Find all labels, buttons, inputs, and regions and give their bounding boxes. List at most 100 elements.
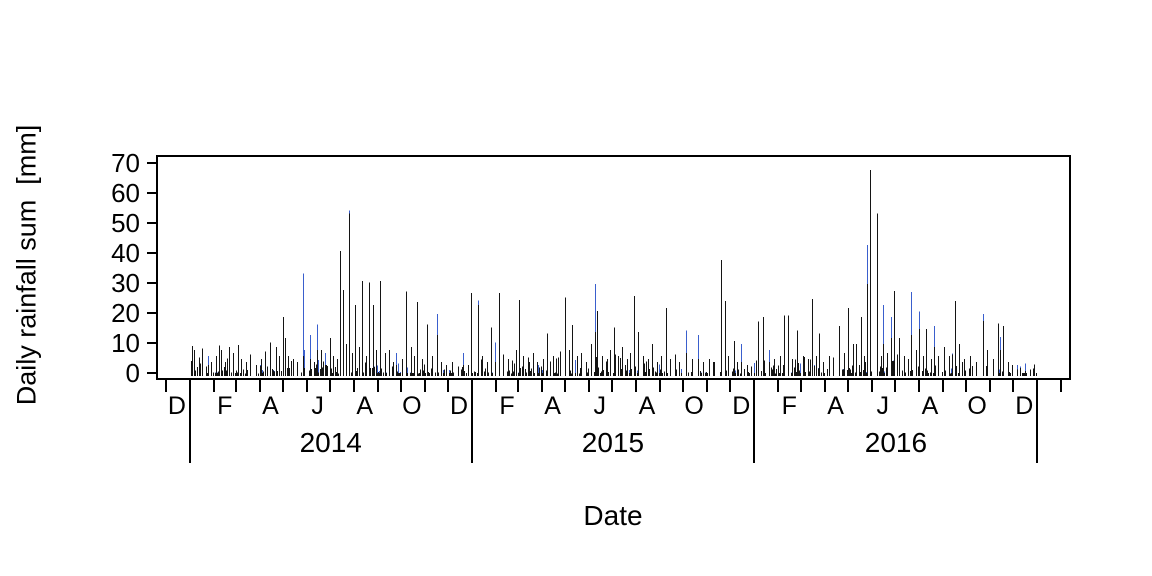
rain-bar-black	[758, 321, 759, 376]
rain-bar-black	[659, 372, 660, 376]
rain-bar-black	[250, 354, 251, 376]
y-axis-title: Daily rainfall sum [mm]	[11, 124, 42, 406]
rain-bar-black	[999, 372, 1000, 376]
rain-bar-black	[539, 367, 540, 376]
rain-bar-black	[362, 281, 363, 376]
rain-bar-black	[238, 344, 239, 376]
rain-bar-black	[643, 356, 644, 376]
rain-bar-black	[688, 372, 689, 376]
rain-bar-black	[522, 366, 523, 376]
rain-bar-black	[780, 356, 781, 376]
rain-bar-black	[355, 305, 356, 376]
rain-bar-black	[660, 369, 661, 376]
rain-bar-black	[414, 356, 415, 376]
rain-bar-black	[606, 361, 607, 376]
rain-bar-black	[765, 372, 766, 376]
rain-bar-blue	[698, 335, 699, 376]
rain-bar-black	[950, 373, 951, 376]
rain-bar-black	[701, 372, 702, 376]
rain-bar-black	[587, 372, 588, 376]
rain-bar-blue	[800, 363, 801, 376]
rain-bar-black	[839, 326, 840, 376]
rain-bar-black	[850, 369, 851, 376]
rain-bar-black	[670, 359, 671, 376]
rain-bar-black	[531, 368, 532, 376]
rain-bar-black	[818, 368, 819, 376]
rain-bar-black	[519, 300, 520, 376]
rain-bar-black	[352, 353, 353, 376]
rain-bar-black	[970, 356, 971, 376]
rain-bar-black	[792, 359, 793, 376]
rain-bar-black	[964, 359, 965, 376]
rain-bar-black	[744, 368, 745, 376]
rain-bar-black	[449, 372, 450, 376]
rain-bar-black	[451, 373, 452, 376]
rain-bar-black	[580, 368, 581, 376]
rain-bar-black	[776, 369, 777, 376]
rain-bar-black	[944, 347, 945, 376]
rain-bar-black	[804, 357, 805, 376]
rain-bar-black	[321, 350, 322, 376]
rain-bar-blue	[659, 364, 660, 376]
rain-bar-black	[652, 344, 653, 376]
rain-bar-black	[771, 367, 772, 376]
rain-bar-black	[320, 369, 321, 376]
rain-bar-black	[402, 359, 403, 376]
y-tick-label: 10	[111, 328, 140, 358]
rain-bar-black	[245, 373, 246, 376]
rain-bar-black	[511, 373, 512, 376]
rain-bar-black	[904, 356, 905, 376]
rain-bar-black	[450, 370, 451, 376]
rain-bar-black	[233, 353, 234, 376]
rain-bar-black	[778, 365, 779, 376]
rain-bar-black	[610, 350, 611, 376]
rain-bar-black	[797, 330, 798, 376]
rain-bar-black	[427, 324, 428, 376]
rain-bar-black	[962, 362, 963, 376]
rain-bar-black	[243, 373, 244, 376]
rain-bar-black	[951, 372, 952, 376]
rain-bar-black	[625, 365, 626, 376]
rain-bar-blue	[911, 292, 912, 376]
rain-bar-black	[428, 372, 429, 376]
rain-bar-black	[580, 373, 581, 376]
rain-bar-black	[930, 372, 931, 376]
rain-bar-black	[842, 369, 843, 376]
rain-bar-black	[833, 357, 834, 376]
rain-bar-black	[614, 327, 615, 376]
rain-bar-black	[297, 362, 298, 376]
rain-bar-black	[769, 362, 770, 376]
month-label: F	[782, 392, 797, 420]
rain-bar-black	[922, 371, 923, 376]
rain-bar-black	[667, 373, 668, 376]
rain-bar-blue	[304, 350, 305, 376]
rain-bar-black	[735, 372, 736, 376]
rain-bar-black	[783, 365, 784, 376]
rain-bar-black	[317, 350, 318, 376]
rain-bar-blue	[407, 367, 408, 376]
rain-bar-black	[420, 369, 421, 376]
rain-bar-black	[1030, 372, 1031, 376]
rain-bar-black	[291, 372, 292, 376]
rain-bar-black	[503, 354, 504, 376]
rain-bar-black	[945, 371, 946, 376]
rain-bar-black	[629, 372, 630, 376]
rain-bar-black	[586, 362, 587, 376]
rain-bar-black	[637, 372, 638, 376]
rain-bar-black	[468, 365, 469, 376]
rain-bar-black	[336, 371, 337, 376]
rain-bar-black	[332, 372, 333, 376]
rain-bar-black	[376, 350, 377, 376]
rain-bar-black	[309, 370, 310, 376]
rain-bar-black	[471, 293, 472, 376]
month-label: D	[732, 392, 750, 420]
rain-bar-black	[516, 350, 517, 376]
rain-bar-black	[412, 372, 413, 376]
rain-bar-black	[754, 372, 755, 376]
rain-bar-black	[538, 372, 539, 376]
rain-bar-black	[246, 362, 247, 376]
rain-bar-black	[417, 302, 418, 376]
rain-bar-black	[886, 367, 887, 376]
rain-bar-black	[774, 359, 775, 376]
rain-bar-black	[596, 357, 597, 376]
